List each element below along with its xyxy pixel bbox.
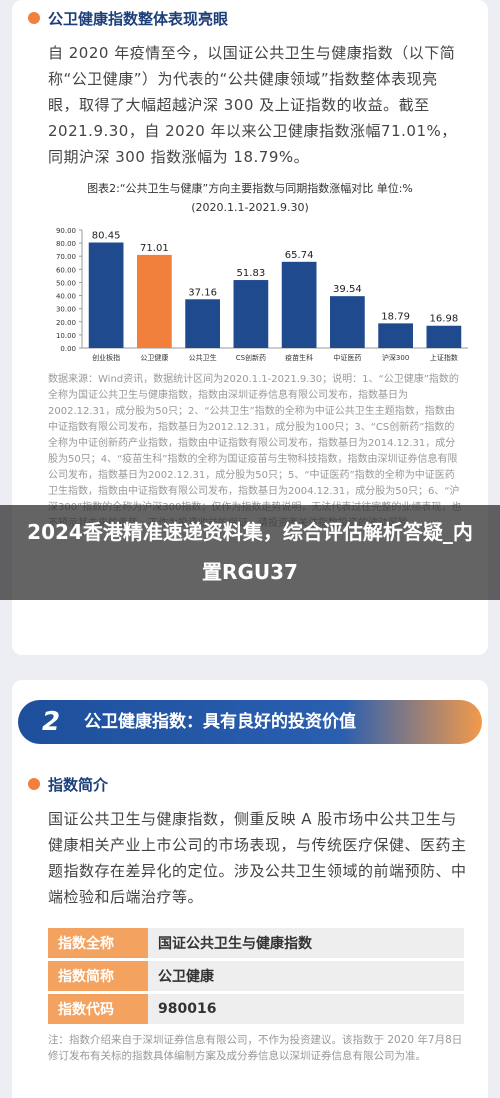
y-tick-label: 40.00 <box>56 293 76 301</box>
bullet <box>28 778 40 790</box>
heading: 指数简介 <box>48 776 109 794</box>
y-tick-label: 90.00 <box>56 227 76 235</box>
y-tick-label: 30.00 <box>56 306 76 314</box>
bullet <box>28 12 40 24</box>
x-tick-label: 中证医药 <box>333 353 361 362</box>
value-label: 16.98 <box>430 314 459 325</box>
value-label: 71.01 <box>140 243 169 254</box>
chart-title: 图表2:“公共卫生与健康”方向主要指数与同期指数涨幅对比 单位:% <box>87 181 413 195</box>
x-tick-label: 疫苗生科 <box>285 353 313 362</box>
banner-title: 公卫健康指数：具有良好的投资价值 <box>84 712 356 732</box>
value: 国证公共卫生与健康指数 <box>148 928 464 958</box>
bar <box>426 325 462 348</box>
value-label: 39.54 <box>333 284 362 295</box>
y-tick-label: 0.00 <box>60 345 76 353</box>
x-tick-label: 上证指数 <box>430 353 458 362</box>
info-table: 指数全称 国证公共卫生与健康指数 指数简称 公卫健康 指数代码 980016 <box>48 925 464 1027</box>
heading: 公卫健康指数整体表现亮眼 <box>48 10 229 28</box>
value: 公卫健康 <box>148 961 464 991</box>
y-tick-label: 80.00 <box>56 240 76 248</box>
section-number: 2 <box>41 707 61 737</box>
footnote: 注：指数介绍来自于深圳证券信息有限公司，不作为投资建议。该指数于 2020 年7… <box>48 1034 463 1062</box>
bar <box>185 299 220 348</box>
bar <box>330 296 365 348</box>
key: 指数全称 <box>48 928 148 958</box>
bar <box>233 280 269 348</box>
x-tick-label: 创业板指 <box>92 353 120 362</box>
x-tick-label: 公卫健康 <box>140 353 168 362</box>
x-tick-label: 公共卫生 <box>189 353 217 362</box>
value-label: 65.74 <box>285 250 314 261</box>
x-tick-label: 沪深300 <box>382 353 409 362</box>
y-tick-label: 70.00 <box>56 253 76 261</box>
value-label: 51.83 <box>237 268 266 279</box>
bar <box>281 261 317 348</box>
card <box>12 680 488 1098</box>
value-label: 18.79 <box>381 311 410 322</box>
row: 指数简称 公卫健康 <box>48 961 464 991</box>
row: 指数全称 国证公共卫生与健康指数 <box>48 928 464 958</box>
key: 指数简称 <box>48 961 148 991</box>
paragraph: 国证公共卫生与健康指数，侧重反映 A 股市场中公共卫生与健康相关产业上市公司的市… <box>48 810 467 906</box>
value-label: 80.45 <box>92 231 121 242</box>
chart-subtitle: (2020.1.1-2021.9.30) <box>191 201 309 214</box>
value-label: 37.16 <box>188 287 217 298</box>
x-tick-label: CS创新药 <box>236 353 266 362</box>
y-tick-label: 60.00 <box>56 266 76 274</box>
key: 指数代码 <box>48 994 148 1024</box>
row: 指数代码 980016 <box>48 994 464 1024</box>
bar <box>378 323 413 348</box>
paragraph: 自 2020 年疫情至今，以国证公共卫生与健康指数（以下简称“公卫健康”）为代表… <box>48 44 457 166</box>
y-tick-label: 20.00 <box>56 319 76 327</box>
bar <box>137 254 172 348</box>
y-tick-label: 10.00 <box>56 332 76 340</box>
overlay-band <box>0 505 500 600</box>
y-tick-label: 50.00 <box>56 279 76 287</box>
chart: 图表2:“公共卫生与健康”方向主要指数与同期指数涨幅对比 单位:% (2020.… <box>56 181 468 362</box>
overlay-text: 2024香港精准速递资料集，综合评估解析答疑_内置RGU37 <box>27 520 473 584</box>
bar <box>88 242 124 348</box>
value: 980016 <box>148 994 464 1024</box>
banner <box>18 700 482 744</box>
